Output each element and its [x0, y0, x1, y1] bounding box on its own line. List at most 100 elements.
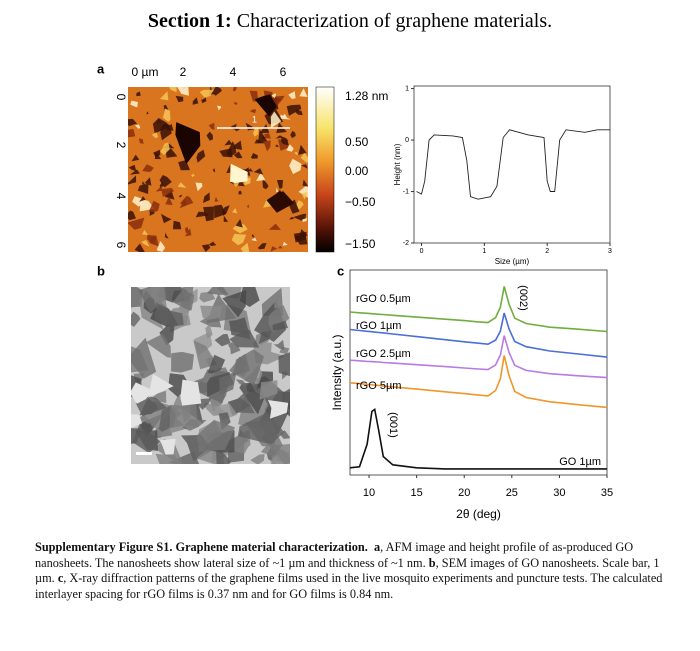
figure: Section 1: Characterization of graphene …	[97, 10, 613, 522]
sem-flake	[260, 442, 282, 456]
afm-flake	[131, 154, 140, 162]
afm-flake	[268, 223, 281, 230]
afm-flake	[289, 217, 294, 220]
afm-flake	[163, 104, 169, 110]
sem-flake	[234, 392, 255, 414]
x-tick-label: 1	[482, 248, 486, 255]
afm-flake	[129, 169, 140, 175]
afm-flake	[276, 187, 279, 193]
afm-flake	[286, 144, 294, 152]
afm-flake	[184, 228, 192, 237]
sem-image	[131, 287, 290, 464]
sem-flake	[199, 291, 216, 303]
x-axis-label: 2θ (deg)	[456, 507, 501, 521]
sem-flake	[246, 381, 256, 393]
afm-flake	[177, 87, 189, 96]
sem-flake	[227, 342, 241, 355]
colorbar-label: −0.50	[345, 195, 376, 209]
afm-left-tick: 0	[114, 94, 128, 101]
panel-label: b	[97, 263, 105, 278]
afm-flake	[258, 129, 268, 143]
afm-flake	[226, 141, 237, 158]
panel-label: a	[97, 61, 105, 76]
afm-flake	[253, 168, 264, 175]
plot-frame	[413, 85, 611, 244]
afm-top-tick: 6	[280, 65, 287, 79]
afm-flake	[247, 204, 250, 208]
colorbar	[315, 86, 335, 253]
x-tick-label: 30	[553, 487, 565, 499]
afm-flake	[161, 187, 175, 197]
afm-flake	[130, 100, 138, 108]
sem-flake	[259, 380, 278, 400]
caption-text: Supplementary Figure S1. Graphene materi…	[35, 540, 368, 554]
xrd-line	[349, 355, 608, 409]
colorbar-label: −1.50	[345, 237, 376, 251]
y-tick-label: 0	[405, 137, 409, 144]
afm-flake	[196, 149, 206, 163]
sem-flake	[229, 329, 260, 348]
afm-flake	[302, 179, 308, 187]
afm-flake	[238, 190, 242, 195]
afm-flake	[295, 109, 303, 116]
sem-flake	[151, 390, 167, 403]
afm-flake	[146, 235, 157, 244]
y-tick-label: 1	[405, 85, 409, 92]
caption-text: b	[428, 555, 436, 570]
sem-bare	[131, 414, 143, 429]
afm-flake	[240, 242, 250, 252]
afm-flake	[128, 210, 136, 221]
x-tick-label: 2	[545, 248, 549, 255]
afm-flake	[141, 240, 150, 247]
afm-flake	[202, 192, 210, 203]
afm-flake	[175, 95, 184, 103]
afm-flake	[261, 136, 266, 140]
afm-flake	[168, 87, 177, 93]
afm-flake	[298, 144, 307, 155]
afm-flake	[203, 206, 214, 222]
afm-flake	[214, 196, 219, 202]
afm-flake	[144, 177, 152, 186]
caption-text: , SEM images of GO nanosheets. Scale bar…	[35, 555, 663, 586]
sem-bare	[131, 382, 154, 404]
afm-left-tick: 4	[114, 193, 128, 200]
afm-flake	[137, 183, 149, 194]
afm-flake	[277, 245, 283, 249]
afm-flake	[231, 233, 247, 246]
afm-flake	[293, 213, 307, 221]
afm-flake	[290, 130, 296, 139]
afm-flake	[142, 229, 149, 236]
sem-flake	[250, 454, 265, 464]
sem-flake	[132, 425, 161, 454]
sem-flake	[207, 354, 226, 374]
afm-flake	[223, 215, 229, 222]
afm-flake	[139, 196, 146, 202]
series-label: rGO 0.5µm	[356, 293, 411, 305]
colorbar-label: 1.28 nm	[345, 89, 388, 103]
afm-flake	[135, 124, 141, 129]
plot-frame	[349, 269, 608, 476]
x-tick-label: 3	[608, 248, 612, 255]
afm-flake	[142, 181, 146, 185]
afm-flake	[256, 172, 266, 181]
afm-flake	[301, 191, 308, 200]
sem-flake	[222, 290, 247, 318]
sem-flake	[145, 333, 171, 358]
title-bold: Section 1:	[148, 10, 232, 32]
afm-flake	[294, 151, 298, 155]
afm-flake	[159, 175, 172, 188]
afm-flake	[282, 113, 288, 118]
sem-bare	[268, 400, 289, 419]
afm-flake	[201, 99, 206, 104]
afm-flake	[179, 198, 188, 209]
afm-flake	[134, 243, 145, 252]
sem-flake	[200, 305, 223, 320]
afm-flake	[288, 91, 296, 99]
afm-flake	[201, 244, 211, 252]
sem-flake	[206, 287, 229, 295]
sem-flake	[145, 287, 167, 308]
sem-flake	[168, 373, 191, 397]
afm-flake	[152, 118, 171, 134]
caption: Supplementary Figure S1. Graphene materi…	[35, 540, 667, 602]
